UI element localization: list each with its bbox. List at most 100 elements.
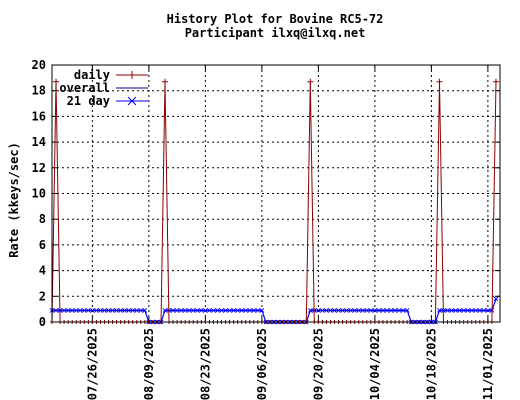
x-tick-label: 07/26/2025 bbox=[85, 328, 99, 400]
y-axis-label: Rate (kkeys/sec) bbox=[7, 142, 21, 258]
data-point bbox=[110, 308, 115, 313]
grid-lines bbox=[52, 65, 500, 322]
data-point bbox=[174, 308, 180, 313]
y-tick-label: 4 bbox=[39, 264, 46, 278]
data-point bbox=[130, 308, 136, 313]
data-point bbox=[332, 308, 337, 313]
data-point bbox=[457, 308, 462, 313]
data-point bbox=[481, 308, 487, 313]
data-point bbox=[235, 308, 241, 313]
data-point bbox=[219, 308, 224, 313]
data-point bbox=[207, 308, 212, 313]
x-tick-label: 10/18/2025 bbox=[424, 328, 438, 400]
data-point bbox=[396, 308, 402, 313]
data-point bbox=[372, 308, 378, 313]
data-point bbox=[126, 308, 132, 313]
y-tick-label: 0 bbox=[39, 315, 46, 329]
data-point bbox=[194, 308, 200, 313]
data-point bbox=[134, 308, 140, 313]
data-point bbox=[223, 308, 228, 313]
data-point bbox=[336, 308, 341, 313]
data-point bbox=[98, 308, 103, 313]
data-point bbox=[384, 308, 390, 313]
data-point bbox=[90, 308, 95, 313]
data-point bbox=[469, 308, 475, 313]
data-point bbox=[477, 308, 483, 313]
y-tick-label: 18 bbox=[32, 84, 46, 98]
data-point bbox=[404, 308, 410, 313]
data-point bbox=[211, 308, 216, 313]
data-point bbox=[53, 78, 60, 85]
chart-subtitle: Participant ilxq@ilxq.net bbox=[185, 26, 366, 40]
data-point bbox=[453, 308, 458, 313]
data-point bbox=[348, 308, 354, 313]
data-point bbox=[436, 78, 443, 85]
data-point bbox=[81, 308, 87, 313]
series-21-day bbox=[49, 296, 499, 325]
data-point bbox=[356, 308, 362, 313]
data-point bbox=[324, 308, 329, 313]
data-point bbox=[328, 308, 333, 313]
data-point bbox=[392, 308, 398, 313]
data-point bbox=[492, 78, 499, 85]
data-point bbox=[182, 308, 188, 313]
data-point bbox=[114, 308, 119, 313]
data-point bbox=[215, 308, 220, 313]
axis-ticks: 0 2 4 6 8 10 12 14 16 18 20 07/26/2025 08/09/2025 08/… bbox=[32, 58, 500, 400]
data-point bbox=[65, 308, 71, 313]
data-point bbox=[316, 308, 321, 313]
data-point bbox=[170, 308, 176, 313]
data-point bbox=[320, 308, 325, 313]
data-point bbox=[364, 308, 370, 313]
data-point bbox=[307, 308, 313, 313]
data-point bbox=[85, 308, 91, 313]
x-tick-label: 10/04/2025 bbox=[368, 328, 382, 400]
y-tick-label: 20 bbox=[32, 58, 46, 72]
data-point bbox=[259, 308, 265, 313]
legend-label: 21 day bbox=[67, 94, 110, 108]
y-tick-label: 6 bbox=[39, 238, 46, 252]
legend-marker bbox=[128, 71, 136, 79]
data-point bbox=[162, 78, 169, 85]
data-point bbox=[138, 308, 144, 313]
data-point bbox=[352, 308, 358, 313]
data-point bbox=[106, 308, 111, 313]
data-point bbox=[77, 308, 83, 313]
data-point bbox=[376, 308, 382, 313]
series-line bbox=[52, 298, 497, 323]
data-point bbox=[255, 308, 261, 313]
legend-label: overall bbox=[59, 81, 110, 95]
data-point bbox=[61, 308, 67, 313]
data-point bbox=[203, 308, 208, 313]
data-point bbox=[102, 308, 107, 313]
y-tick-label: 2 bbox=[39, 289, 46, 303]
data-point bbox=[122, 308, 128, 313]
data-point bbox=[243, 308, 249, 313]
data-point bbox=[247, 308, 253, 313]
data-point bbox=[493, 296, 499, 302]
data-point bbox=[178, 308, 184, 313]
data-point bbox=[388, 308, 394, 313]
x-tick-label: 09/20/2025 bbox=[311, 328, 325, 400]
y-tick-label: 12 bbox=[32, 161, 46, 175]
y-tick-label: 10 bbox=[32, 187, 46, 201]
y-tick-label: 8 bbox=[39, 212, 46, 226]
data-point bbox=[473, 308, 479, 313]
data-point bbox=[73, 308, 79, 313]
data-point bbox=[162, 308, 168, 313]
data-point bbox=[118, 308, 123, 313]
chart-title: History Plot for Bovine RC5-72 bbox=[167, 12, 384, 26]
data-point bbox=[239, 308, 245, 313]
data-point bbox=[190, 308, 196, 313]
data-point bbox=[142, 308, 148, 313]
data-point bbox=[400, 308, 406, 313]
data-point bbox=[445, 308, 450, 313]
y-tick-label: 14 bbox=[32, 135, 46, 149]
data-point bbox=[368, 308, 374, 313]
data-point bbox=[437, 308, 442, 313]
data-point bbox=[186, 308, 192, 313]
data-point bbox=[251, 308, 257, 313]
data-point bbox=[340, 308, 345, 313]
data-point bbox=[94, 308, 99, 313]
